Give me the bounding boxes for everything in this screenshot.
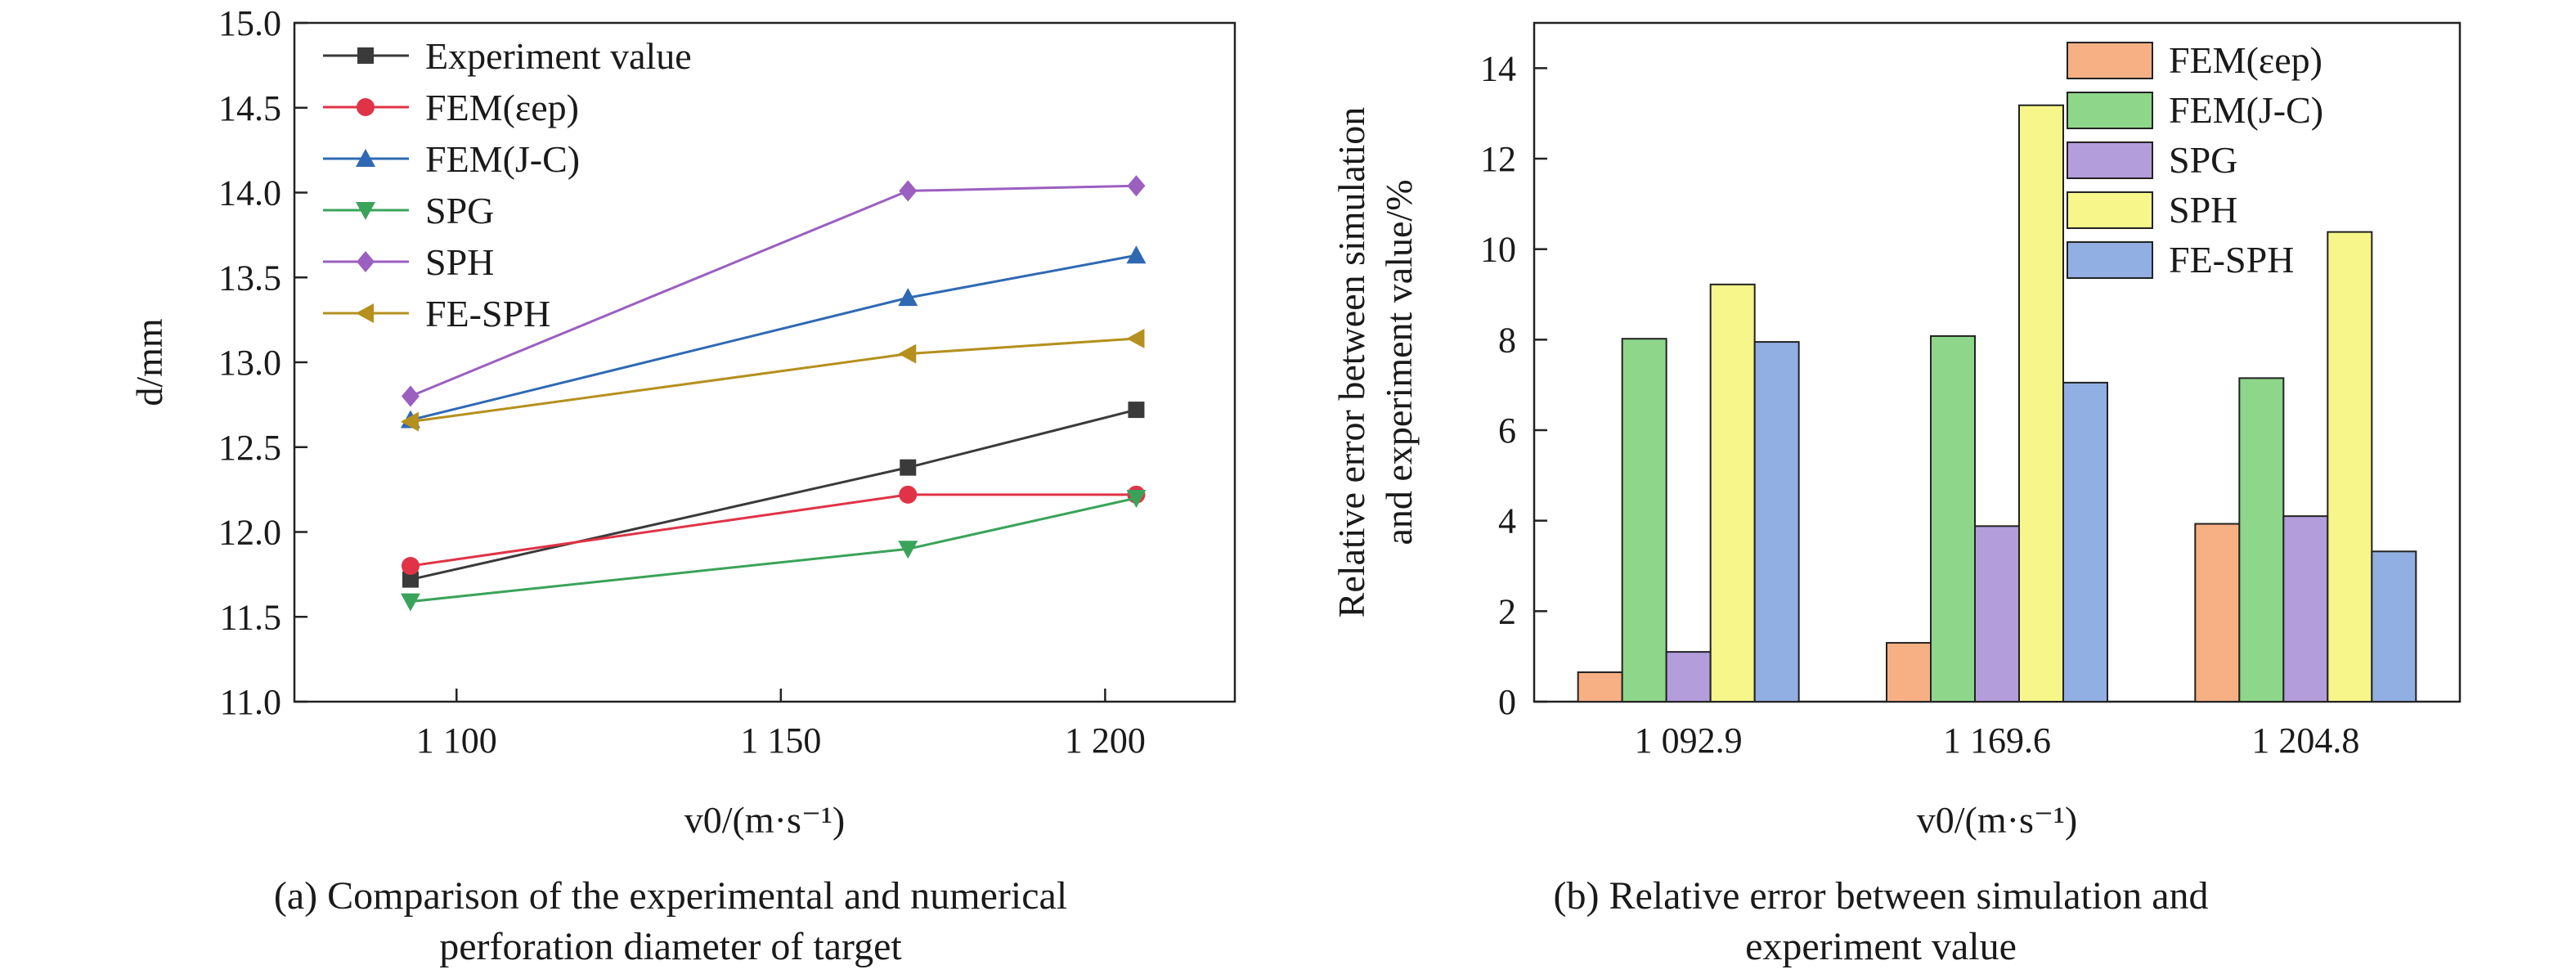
bar [2327,231,2373,702]
legend-marker [357,47,374,64]
caption-line: experiment value [1745,925,2017,968]
data-point [898,343,917,364]
data-point [401,385,420,407]
y-tick-label: 14.0 [218,173,281,213]
legend-label: FEM(εep) [425,87,579,128]
x-tick-label: 1 092.9 [1635,720,1743,761]
y-tick-label: 12.5 [218,428,281,468]
y-tick-label: 4 [1498,501,1516,541]
data-point [899,485,918,504]
y-tick-label: 13.0 [218,343,281,383]
y-tick-label: 11.5 [220,597,281,637]
panel-b-bar-chart: 0 2 4 6 8 10 12 14 1 092.9 1 169.6 1 204.8 v0/(m·s⁻… [1331,21,2462,968]
y-axis-label: d/mm [128,318,170,406]
y-tick-label: 15.0 [218,3,281,43]
legend-label: FEM(J-C) [2169,89,2323,131]
bar [1974,525,2020,702]
series-2 [400,245,1147,429]
legend-label: FE-SPH [425,293,550,334]
data-point [400,411,419,432]
legend-marker [357,98,375,116]
y-tick-label: 10 [1480,230,1516,270]
y-tick-label: 14 [1480,48,1516,88]
x-axis-label: v0/(m·s⁻¹) [684,799,846,841]
legend-label: SPH [2169,189,2237,231]
legend-marker [356,202,375,220]
legend-label: Experiment value [425,35,692,77]
legend-label: SPH [425,241,494,283]
bar [2238,377,2285,702]
bar [2194,523,2241,702]
bar [1886,642,1932,702]
y-axis-label: and experiment value/% [1378,179,1420,545]
bar [2062,381,2108,702]
y-tick-label: 11.0 [220,682,281,722]
data-point [1126,490,1147,508]
caption-line: perforation diameter of target [439,925,902,968]
data-point [1128,402,1145,419]
y-tick-label: 12 [1480,139,1516,179]
legend-swatch [2067,141,2153,179]
bar [1753,341,1800,702]
data-point [898,541,918,559]
legend-swatch [2067,191,2153,229]
bar [2018,104,2064,702]
y-tick-label: 6 [1498,411,1516,451]
y-tick-label: 0 [1498,682,1516,722]
x-axis-label: v0/(m·s⁻¹) [1917,799,2078,841]
legend-swatch [2067,241,2153,279]
bar [1930,334,1976,702]
data-point [1126,328,1145,348]
bar [2282,515,2329,703]
legend-marker [356,149,375,167]
x-tick-label: 1 169.6 [1943,720,2051,761]
y-tick-label: 13.5 [218,258,281,298]
series-line [410,254,1137,422]
series-4 [401,175,1146,407]
legend-marker [357,251,375,272]
y-tick-label: 12.0 [218,513,281,553]
x-tick-label: 1 200 [1065,720,1146,761]
legend-label: SPG [2169,139,2237,181]
y-tick-label: 2 [1498,591,1516,631]
bar [1665,651,1712,703]
data-point [898,288,918,307]
y-tick-label: 8 [1498,320,1516,360]
caption-line: (b) Relative error between simulation an… [1553,874,2208,918]
data-point [1126,245,1147,264]
series-3 [400,490,1147,612]
x-tick-label: 1 150 [740,720,821,761]
data-point [400,593,420,612]
legend-swatch [2067,92,2153,129]
data-point [401,557,420,575]
data-point [402,571,419,588]
legend-swatch [2067,42,2153,79]
data-point [1127,175,1146,197]
bar [1621,338,1667,702]
y-tick-label: 14.5 [218,88,281,128]
x-tick-label: 1 100 [416,720,497,761]
data-point [899,180,918,202]
legend-label: SPG [425,190,494,231]
legend-label: FE-SPH [2169,239,2294,281]
x-tick-label: 1 204.8 [2251,720,2359,761]
bar [2371,550,2417,702]
panel-a-line-chart: 11.0 11.5 12.0 12.5 13.0 13.5 14.0 14.5 15.0 1 10… [128,3,1236,968]
series-line [410,184,1137,397]
bar [1577,671,1623,702]
legend-label: FEM(J-C) [425,138,580,180]
series-5 [400,328,1145,432]
bar [1709,283,1756,702]
legend-marker [356,303,374,323]
legend: FEM(εep) FEM(J-C) SPG SPH FE-SPH [2067,39,2323,281]
y-axis-label: Relative error between simulation [1331,107,1372,618]
legend-label: FEM(εep) [2169,39,2322,81]
legend: Experiment value FEM(εep) FEM(J-C) SPG SPH FE… [323,35,692,334]
caption-line: (a) Comparison of the experimental and n… [274,874,1067,918]
data-point [900,459,917,476]
